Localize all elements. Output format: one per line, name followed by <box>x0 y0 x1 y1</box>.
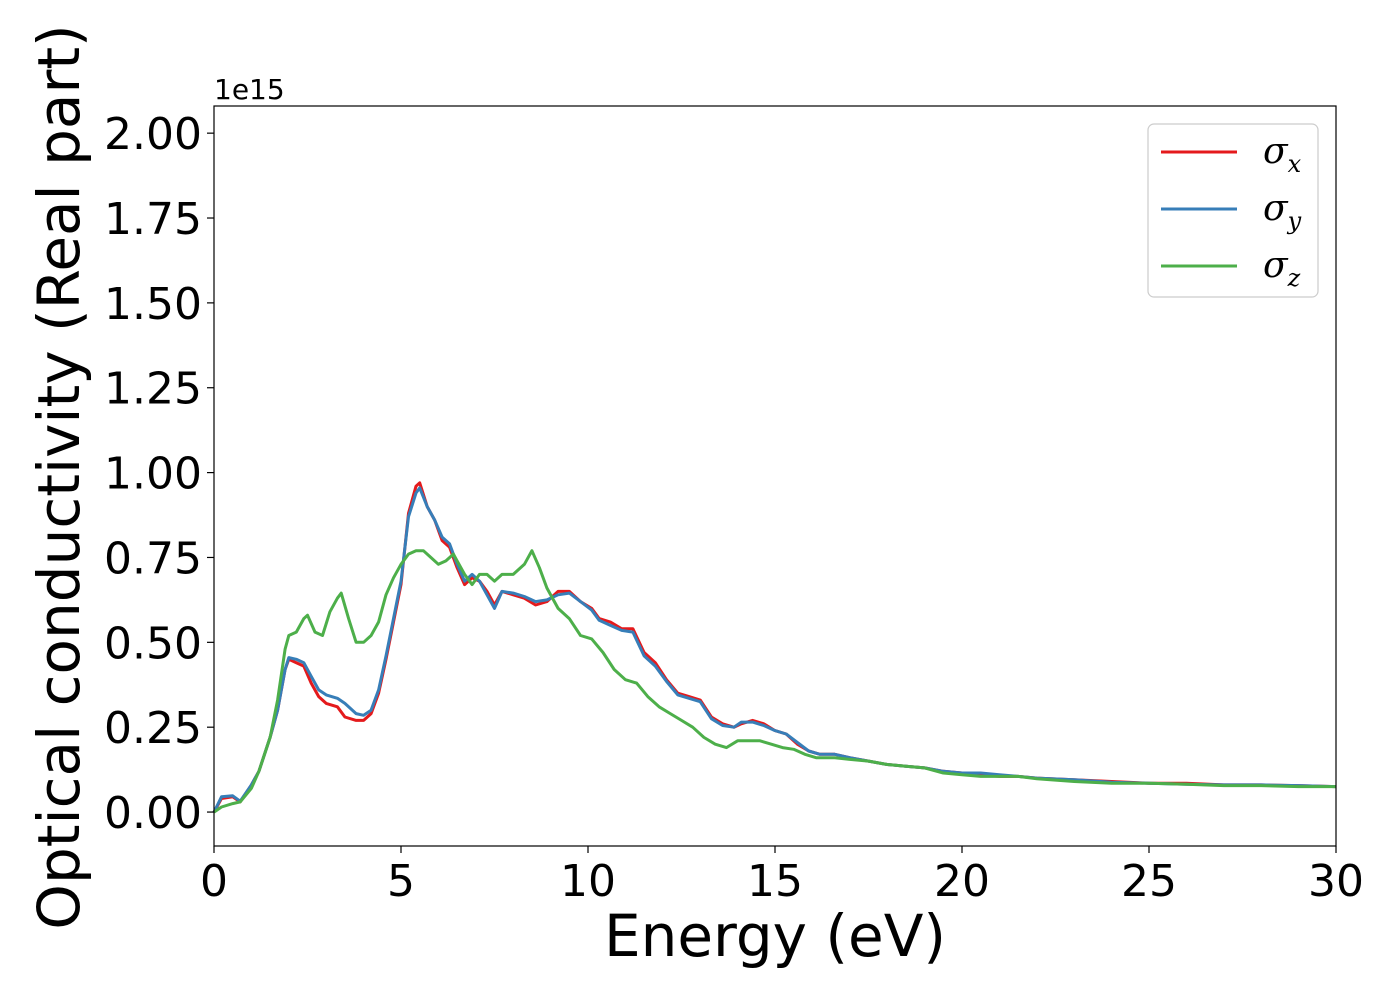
legend-label-x: σx <box>1263 131 1302 178</box>
y-tick-label: 1.75 <box>104 194 202 245</box>
y-tick-label: 0.25 <box>104 703 202 754</box>
y-tick-label: 0.00 <box>104 788 202 839</box>
x-axis-ticks: 0 5 10 15 20 25 30 <box>200 846 1364 907</box>
y-offset-text: 1e15 <box>214 73 285 106</box>
x-tick-label: 15 <box>747 856 803 907</box>
y-axis-label: Optical conductivity (Real part) <box>25 24 93 929</box>
y-axis-ticks: 0.00 0.25 0.50 0.75 1.00 1.25 1.50 1.75 2.00 <box>104 109 214 839</box>
x-axis-label: Energy (eV) <box>604 902 946 970</box>
y-tick-label: 0.75 <box>104 533 202 584</box>
legend: σx σy σz <box>1147 123 1319 298</box>
y-tick-label: 2.00 <box>104 109 202 160</box>
x-tick-label: 5 <box>387 856 415 907</box>
y-tick-label: 1.00 <box>104 449 202 500</box>
x-tick-label: 30 <box>1308 856 1364 907</box>
x-tick-label: 0 <box>200 856 228 907</box>
y-tick-label: 0.50 <box>104 618 202 669</box>
series-layer <box>212 481 1337 814</box>
legend-label-y: σy <box>1263 188 1302 235</box>
series-line-z <box>213 549 1336 814</box>
y-tick-label: 1.50 <box>104 279 202 330</box>
x-tick-label: 25 <box>1121 856 1177 907</box>
y-tick-label: 1.25 <box>104 364 202 415</box>
legend-label-z: σz <box>1263 245 1301 292</box>
x-tick-label: 10 <box>560 856 616 907</box>
x-tick-label: 20 <box>934 856 990 907</box>
legend-items: σx σy σz <box>1161 131 1302 292</box>
